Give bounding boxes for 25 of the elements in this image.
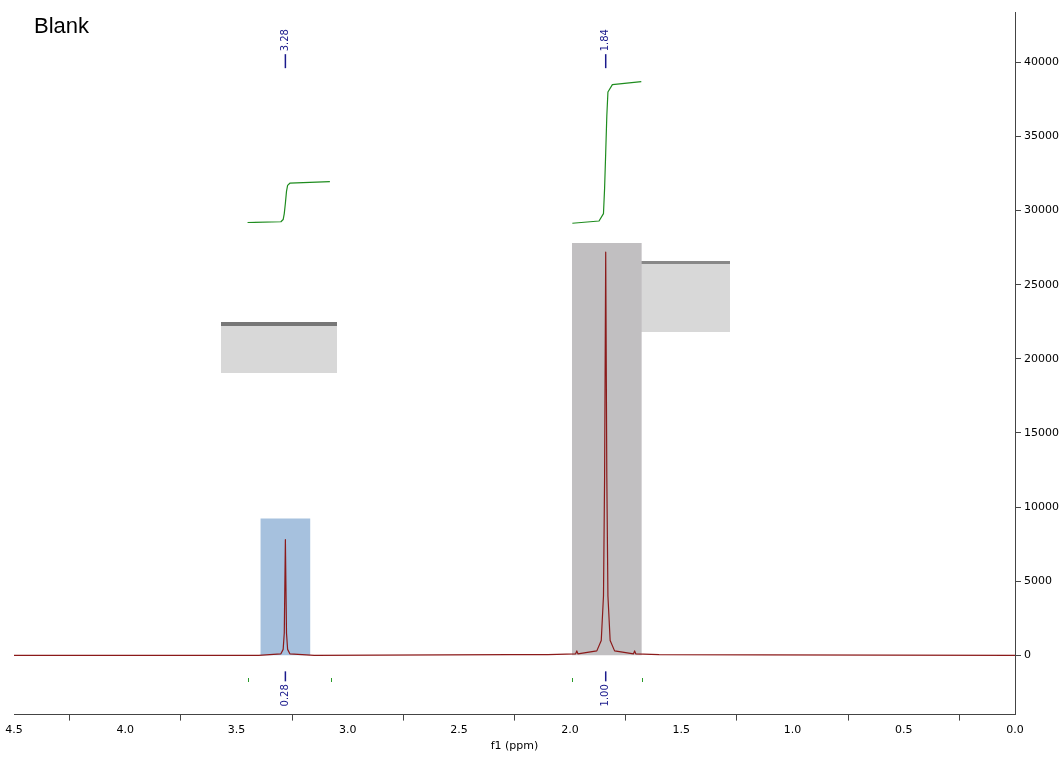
annotation: 0.28 <box>278 684 290 707</box>
x-tick-label: 2.5 <box>450 723 468 737</box>
y-tick-label: 20000 <box>1024 351 1060 365</box>
annotation: 1.00 <box>599 684 611 707</box>
x-axis-title: f1 (ppm) <box>490 739 539 753</box>
x-tick-label: 0.0 <box>1006 723 1024 737</box>
x-tick-label: 4.5 <box>5 723 23 737</box>
x-tick-label: 1.0 <box>783 723 802 737</box>
annotation: 1.84 <box>599 29 611 52</box>
y-tick-label: 10000 <box>1024 499 1060 513</box>
x-tick-label: 4.0 <box>116 723 134 737</box>
x-tick-label: 1.5 <box>672 723 691 737</box>
y-tick-label: 0 <box>1024 648 1032 662</box>
y-tick-label: 15000 <box>1024 425 1060 439</box>
annotation: 3.28 <box>278 29 290 52</box>
x-tick-label: 0.5 <box>895 723 913 737</box>
chart-title: Blank <box>34 13 91 39</box>
y-tick-label: 5000 <box>1024 574 1053 588</box>
y-tick-label: 30000 <box>1024 203 1060 217</box>
y-tick-label: 25000 <box>1024 277 1060 291</box>
y-tick-label: 35000 <box>1024 129 1060 143</box>
x-tick-label: 3.5 <box>227 723 246 737</box>
y-tick-label: 40000 <box>1024 55 1060 69</box>
x-tick-label: 3.0 <box>338 723 357 737</box>
x-tick-label: 2.0 <box>561 723 579 737</box>
